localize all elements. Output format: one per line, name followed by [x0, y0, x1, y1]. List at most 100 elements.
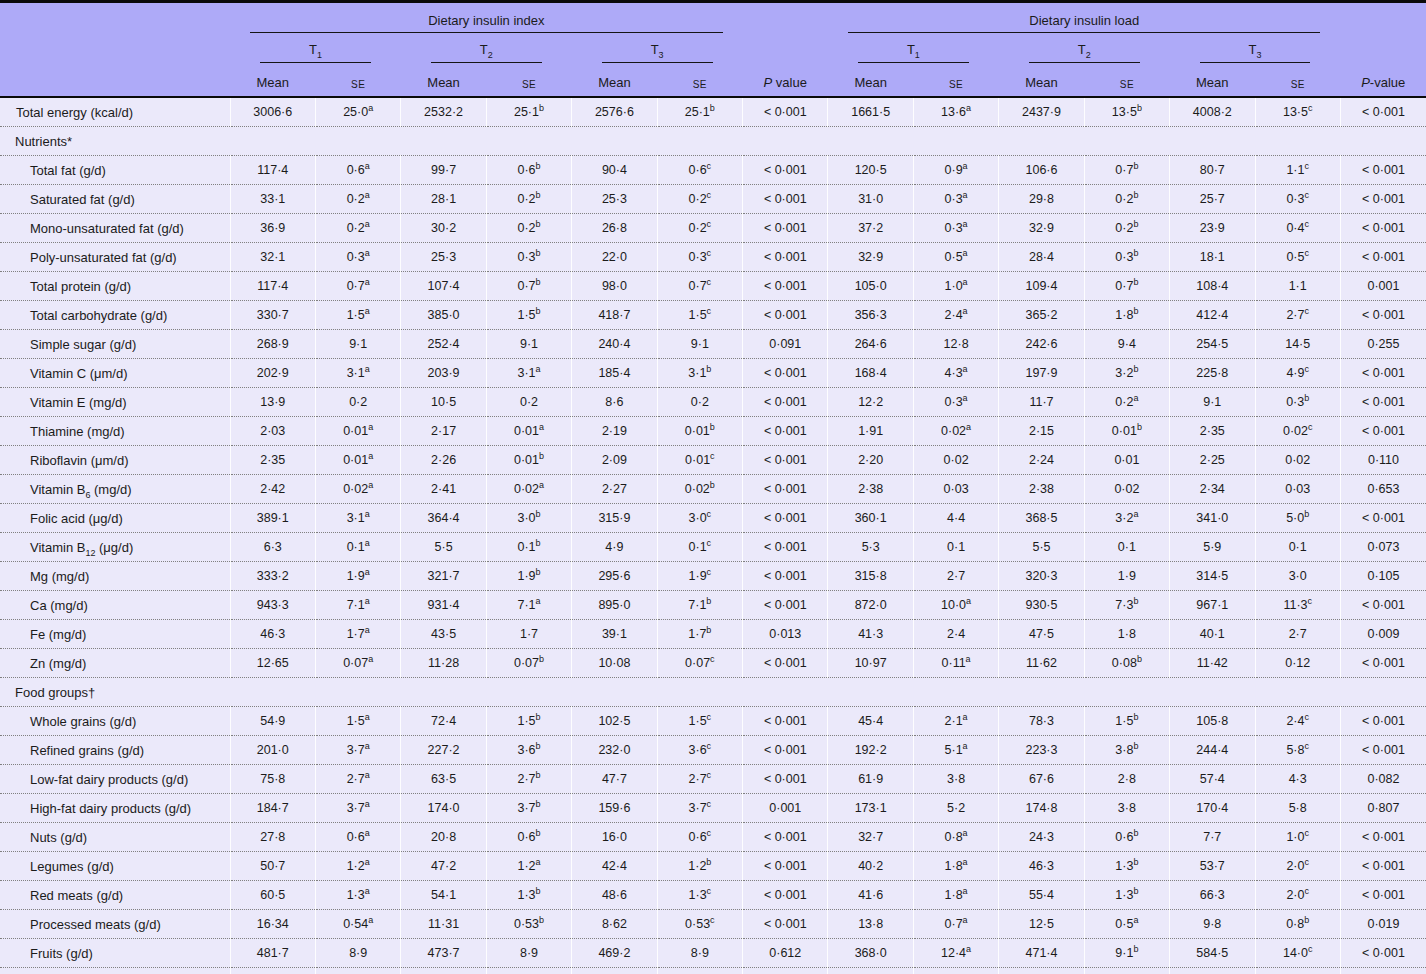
mean-cell: 315·8	[828, 562, 913, 591]
mean-cell: 469·2	[572, 939, 657, 968]
se-cell: 9·1	[315, 330, 400, 359]
p-value-cell: < 0·001	[1340, 707, 1426, 736]
mean-cell: 1661·5	[828, 97, 913, 127]
mean-cell: 25·7	[1170, 185, 1255, 214]
se-cell: 2·0c	[1255, 881, 1340, 910]
table-row: Low-fat dairy products (g/d)75·82·7a63·5…	[0, 765, 1426, 794]
mean-header: Mean	[828, 63, 913, 97]
mean-cell: 23·9	[1170, 214, 1255, 243]
mean-cell: 41·3	[828, 620, 913, 649]
row-label: Vitamin B6 (mg/d)	[0, 475, 230, 504]
se-cell: 3·6a	[315, 968, 400, 974]
mean-cell: 10·97	[828, 649, 913, 678]
se-cell: 0·4c	[1255, 214, 1340, 243]
p-value-cell: < 0·001	[743, 272, 828, 301]
p-col-spacer	[1340, 2, 1426, 34]
p-value-cell: < 0·001	[743, 417, 828, 446]
mean-cell: 584·5	[1170, 939, 1255, 968]
se-cell: 1·0a	[913, 272, 998, 301]
se-cell: 1·5b	[486, 707, 571, 736]
se-cell: 0·02a	[315, 475, 400, 504]
p-value-cell: < 0·001	[1340, 301, 1426, 330]
se-cell: 0·3b	[486, 243, 571, 272]
se-cell: 12·4a	[913, 939, 998, 968]
se-cell: 0·2	[657, 388, 742, 417]
p-value-cell: < 0·001	[1340, 417, 1426, 446]
se-cell: 7·1a	[486, 591, 571, 620]
se-cell: 5·8	[1255, 968, 1340, 974]
se-header: SE	[1084, 63, 1169, 97]
se-cell: 1·1	[1255, 272, 1340, 301]
se-cell: 0·2b	[1084, 214, 1169, 243]
mean-cell: 197·9	[999, 359, 1084, 388]
se-cell: 3·7a	[315, 794, 400, 823]
se-cell: 0·1a	[315, 533, 400, 562]
row-label: Simple sugar (g/d)	[0, 330, 230, 359]
se-cell: 2·7c	[657, 765, 742, 794]
se-cell: 3·8	[1084, 794, 1169, 823]
se-cell: 1·7	[486, 620, 571, 649]
se-cell: 0·2	[486, 388, 571, 417]
mean-cell: 32·9	[828, 243, 913, 272]
mean-cell: 78·3	[999, 707, 1084, 736]
se-cell: 12·8	[913, 330, 998, 359]
mean-cell: 43·5	[401, 620, 486, 649]
mean-cell: 295·6	[572, 562, 657, 591]
mean-cell: 173·1	[828, 794, 913, 823]
mean-cell: 39·1	[572, 620, 657, 649]
table-row: Vegetables (g/d)168·83·6a170·93·6a141·73…	[0, 968, 1426, 974]
se-cell: 2·7c	[1255, 301, 1340, 330]
se-cell: 13·6a	[913, 97, 998, 127]
se-cell: 1·8b	[1084, 301, 1169, 330]
se-cell: 3·1b	[657, 359, 742, 388]
stub-header	[0, 63, 230, 97]
p-value-cell: < 0·001	[743, 97, 828, 127]
se-cell: 0·3a	[913, 214, 998, 243]
mean-cell: 120·5	[828, 156, 913, 185]
se-cell: 4·4	[913, 504, 998, 533]
table-row: Total energy (kcal/d)3006·625·0a2532·225…	[0, 97, 1426, 127]
se-cell: 0·6b	[486, 823, 571, 852]
mean-cell: 12·2	[828, 388, 913, 417]
se-cell: 9·1	[486, 330, 571, 359]
mean-cell: 2·27	[572, 475, 657, 504]
se-header: SE	[486, 63, 571, 97]
se-cell: 0·3a	[913, 185, 998, 214]
table-row: Vitamin C (μm/d)202·93·1a203·93·1a185·43…	[0, 359, 1426, 388]
p-value-cell: < 0·001	[1340, 504, 1426, 533]
se-cell: 0·01b	[1084, 417, 1169, 446]
mean-cell: 60·5	[230, 881, 315, 910]
row-label: Total protein (g/d)	[0, 272, 230, 301]
mean-cell: 365·2	[999, 301, 1084, 330]
mean-cell: 360·1	[828, 504, 913, 533]
p-value-cell: < 0·001	[1340, 939, 1426, 968]
p-value-cell: < 0·001	[1340, 243, 1426, 272]
row-label: Vitamin B12 (μg/d)	[0, 533, 230, 562]
se-cell: 2·4	[913, 620, 998, 649]
table-row: Ca (mg/d)943·37·1a931·47·1a895·07·1b< 0·…	[0, 591, 1426, 620]
mean-cell: 159·6	[572, 794, 657, 823]
row-label: Mg (mg/d)	[0, 562, 230, 591]
mean-cell: 356·3	[828, 301, 913, 330]
group-header-dietary-insulin-load: Dietary insulin load	[828, 2, 1340, 34]
se-cell: 3·2a	[1084, 504, 1169, 533]
mean-cell: 12·5	[999, 910, 1084, 939]
se-cell: 0·6b	[486, 156, 571, 185]
section-label: Nutrients*	[0, 127, 1426, 156]
se-cell: 1·8	[1084, 620, 1169, 649]
mean-cell: 192·2	[828, 736, 913, 765]
row-label: Total fat (g/d)	[0, 156, 230, 185]
row-label: High-fat dairy products (g/d)	[0, 794, 230, 823]
mean-cell: 203·9	[401, 359, 486, 388]
se-cell: 8·9	[315, 939, 400, 968]
row-label: Poly-unsaturated fat (g/d)	[0, 243, 230, 272]
se-cell: 0·01c	[657, 446, 742, 475]
mean-cell: 33·1	[230, 185, 315, 214]
se-cell: 0·2c	[657, 185, 742, 214]
se-cell: 3·8	[913, 765, 998, 794]
mean-cell: 7·7	[1170, 823, 1255, 852]
row-label: Thiamine (mg/d)	[0, 417, 230, 446]
row-label: Riboflavin (μm/d)	[0, 446, 230, 475]
stub-header	[0, 33, 230, 63]
mean-cell: 16·0	[572, 823, 657, 852]
